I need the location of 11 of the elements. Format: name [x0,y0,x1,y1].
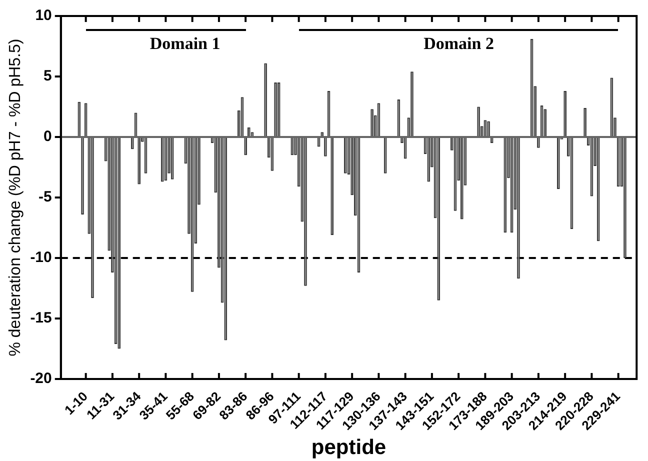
y-axis-title: % deuteration change (%D pH7 - %D pH5.5) [7,38,24,356]
x-axis-title: peptide [311,436,386,460]
y-tick-label: 10 [35,7,52,24]
y-tick-label: -15 [30,310,52,327]
y-tick-label: -10 [30,249,52,266]
annotation: Domain 1 [150,34,220,54]
annotation: Domain 2 [424,34,494,54]
y-tick-label: 0 [44,128,52,146]
y-tick-label: 5 [44,68,52,85]
y-tick-label: -20 [30,370,52,388]
y-tick-label: -5 [38,188,52,206]
